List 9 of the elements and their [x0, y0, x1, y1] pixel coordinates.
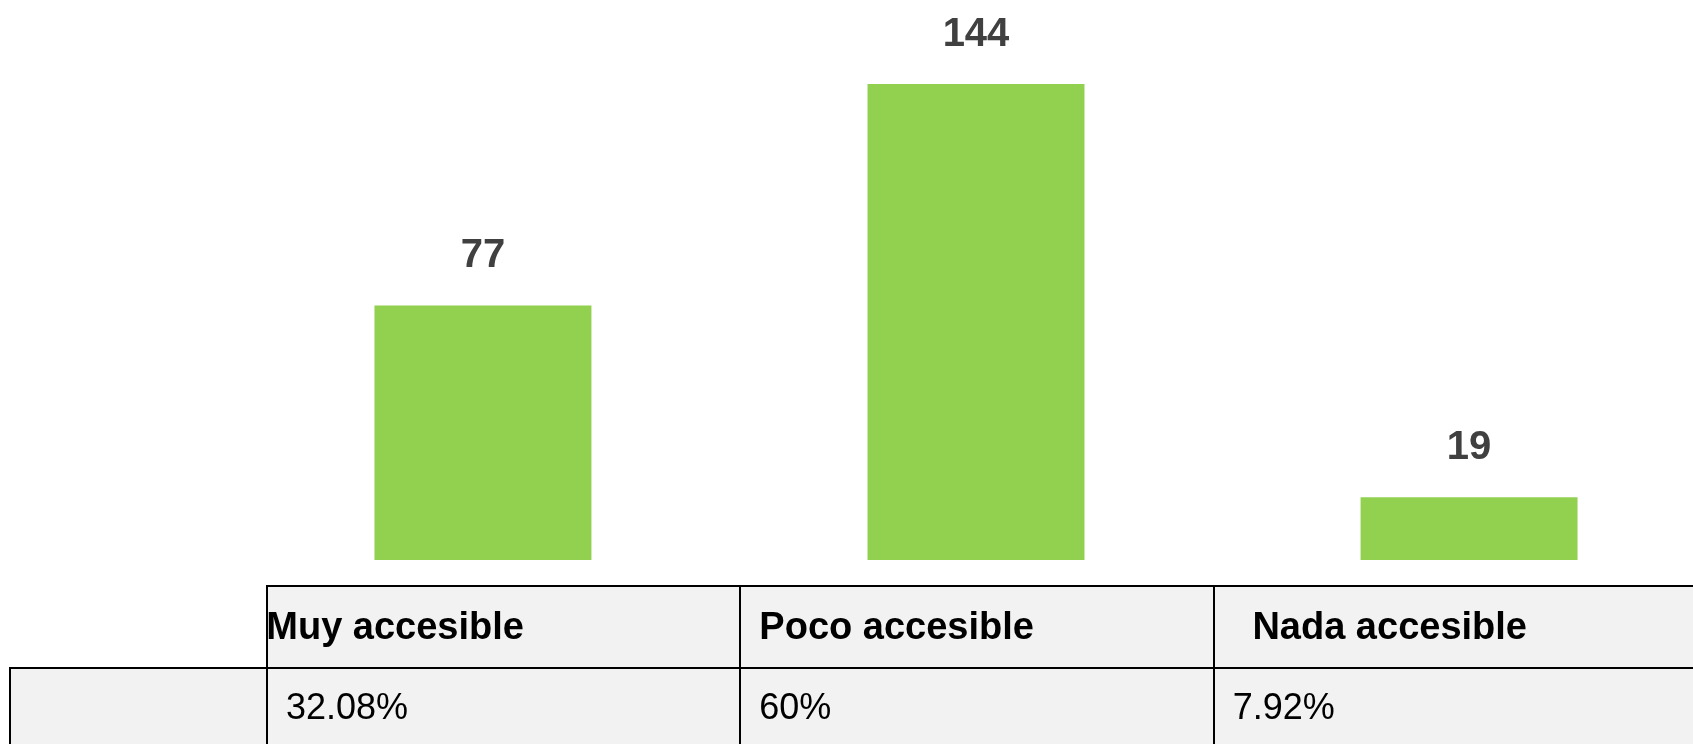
- text: 32.08%: [286, 685, 409, 729]
- x-tick-label: Poco accesible: [759, 604, 1034, 647]
- text: 60%: [759, 685, 832, 729]
- data-label: 19: [1446, 423, 1492, 468]
- data-label: 144: [942, 10, 1011, 54]
- x-tick-label: Muy accesible: [266, 604, 524, 647]
- text: 7.92%: [1232, 685, 1335, 729]
- data-label: 77: [460, 231, 506, 276]
- x-tick-label: Nada accesible: [1252, 604, 1527, 647]
